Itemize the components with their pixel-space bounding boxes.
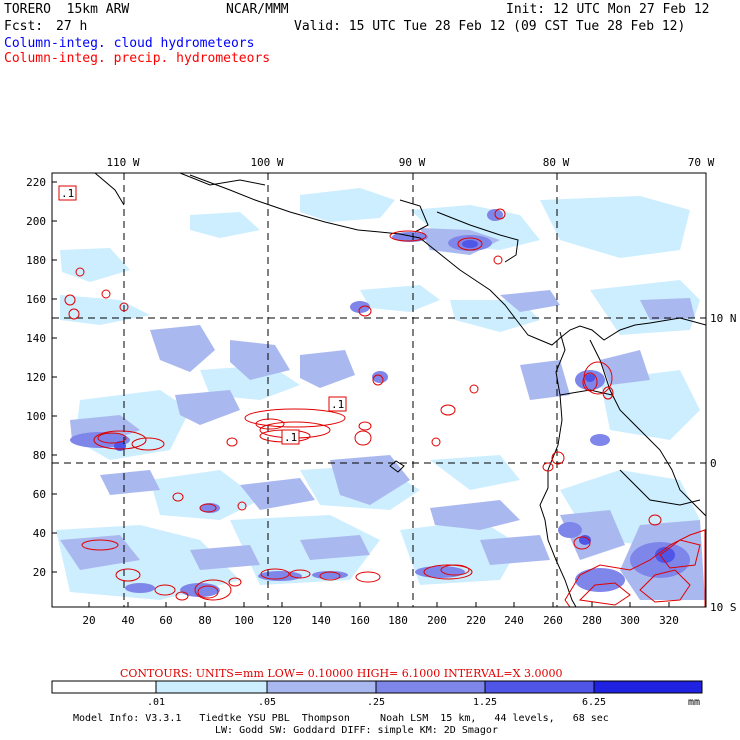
colorbar-value: .05 bbox=[258, 697, 276, 708]
x-tick-label: 220 bbox=[466, 614, 486, 627]
contour-info: CONTOURS: UNITS=mm LOW= 0.10000 HIGH= 6.… bbox=[120, 667, 562, 680]
lon-label: 100 W bbox=[250, 156, 283, 169]
y-tick-label: 60 bbox=[33, 488, 46, 501]
forecast-hour: 27 h bbox=[56, 19, 88, 34]
y-tick-label: 140 bbox=[26, 332, 46, 345]
lon-label: 70 W bbox=[688, 156, 715, 169]
lat-label: 0 bbox=[710, 457, 717, 470]
x-tick-label: 280 bbox=[582, 614, 602, 627]
model-info-line2: LW: Godd SW: Goddard DIFF: simple KM: 2D… bbox=[215, 725, 498, 736]
x-tick-label: 140 bbox=[311, 614, 331, 627]
org-label: NCAR/MMM bbox=[226, 2, 289, 17]
colorbar-value: .25 bbox=[367, 697, 385, 708]
model-info-line1: Model Info: V3.3.1 Tiedtke YSU PBL Thomp… bbox=[73, 713, 609, 724]
model-title: TORERO 15km ARW bbox=[4, 2, 130, 17]
x-tick-label: 120 bbox=[272, 614, 292, 627]
x-tick-label: 40 bbox=[121, 614, 134, 627]
lon-label: 110 W bbox=[106, 156, 139, 169]
y-tick-label: 160 bbox=[26, 293, 46, 306]
y-tick-label: 40 bbox=[33, 527, 46, 540]
init-time: Init: 12 UTC Mon 27 Feb 12 bbox=[506, 2, 710, 17]
lat-label: 10 N bbox=[710, 312, 737, 325]
cloud-field-title: Column-integ. cloud hydrometeors bbox=[4, 36, 255, 51]
contour-label: .1 bbox=[61, 187, 74, 200]
colorbar-value: 1.25 bbox=[473, 697, 497, 708]
lon-label: 90 W bbox=[399, 156, 426, 169]
contour-label: .1 bbox=[284, 431, 297, 444]
colorbar-unit: mm bbox=[688, 697, 700, 708]
y-tick-label: 180 bbox=[26, 254, 46, 267]
contour-labels: .1 .1 .1 bbox=[58, 185, 347, 445]
lat-label: 10 S bbox=[710, 601, 737, 614]
forecast-label: Fcst: bbox=[4, 19, 44, 34]
y-tick-label: 220 bbox=[26, 176, 46, 189]
y-tick-label: 20 bbox=[33, 566, 46, 579]
lat-lon-grid bbox=[52, 173, 706, 607]
x-tick-label: 20 bbox=[82, 614, 95, 627]
precip-field-title: Column-integ. precip. hydrometeors bbox=[4, 51, 271, 66]
y-tick-label: 80 bbox=[33, 449, 46, 462]
x-tick-label: 180 bbox=[388, 614, 408, 627]
x-tick-label: 240 bbox=[504, 614, 524, 627]
precip-contours bbox=[64, 208, 706, 607]
x-tick-label: 80 bbox=[198, 614, 211, 627]
colorbar-value: 6.25 bbox=[582, 697, 606, 708]
lon-label: 80 W bbox=[543, 156, 570, 169]
x-tick-label: 260 bbox=[543, 614, 563, 627]
coastlines bbox=[94, 173, 706, 607]
contour-label: .1 bbox=[331, 398, 344, 411]
colorbar-value: .01 bbox=[147, 697, 165, 708]
valid-time: Valid: 15 UTC Tue 28 Feb 12 (09 CST Tue … bbox=[294, 19, 686, 34]
axis-ticks bbox=[52, 181, 670, 607]
x-tick-label: 160 bbox=[350, 614, 370, 627]
y-tick-label: 120 bbox=[26, 371, 46, 384]
x-tick-label: 320 bbox=[659, 614, 679, 627]
map-area: .1 .1 .1 bbox=[52, 173, 706, 607]
x-tick-label: 300 bbox=[620, 614, 640, 627]
y-tick-label: 100 bbox=[26, 410, 46, 423]
x-tick-label: 60 bbox=[159, 614, 172, 627]
x-tick-label: 200 bbox=[427, 614, 447, 627]
map-frame bbox=[51, 172, 707, 608]
color-bar bbox=[51, 680, 703, 694]
x-tick-label: 100 bbox=[234, 614, 254, 627]
y-tick-label: 200 bbox=[26, 215, 46, 228]
